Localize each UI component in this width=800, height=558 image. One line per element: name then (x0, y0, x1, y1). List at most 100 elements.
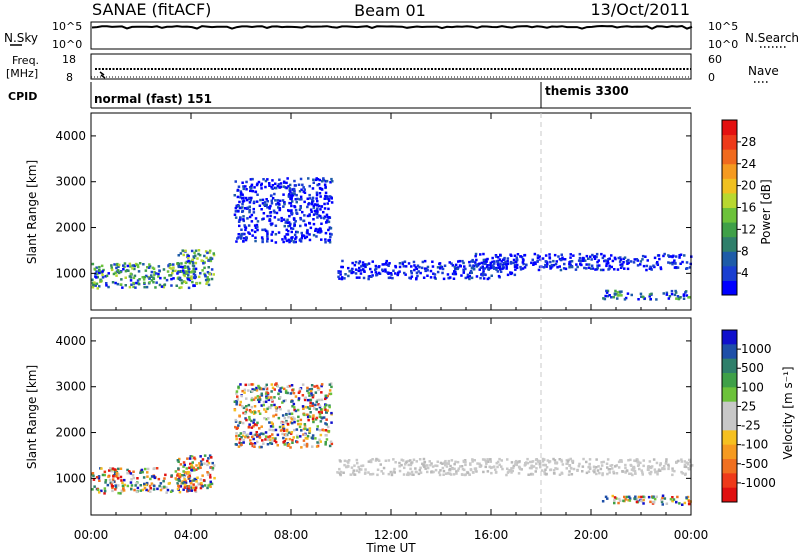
echo-cell (474, 467, 478, 470)
echo-cell (597, 465, 600, 468)
echo-cell (296, 197, 299, 201)
echo-cell (496, 460, 500, 464)
echo-cell (202, 479, 206, 482)
echo-cell (328, 195, 332, 198)
echo-cell (678, 256, 681, 259)
echo-cell (475, 263, 479, 267)
echo-cell (318, 398, 321, 402)
echo-cell (285, 233, 288, 236)
echo-cell (316, 398, 319, 402)
echo-cell (241, 181, 244, 184)
echo-cell (148, 276, 151, 280)
echo-cell (255, 423, 258, 427)
echo-cell (494, 468, 497, 471)
echo-cell (259, 445, 262, 449)
echo-cell (348, 270, 351, 273)
echo-cell (190, 469, 194, 472)
echo-cell (620, 290, 623, 293)
echo-cell (253, 445, 256, 448)
echo-cell (607, 268, 610, 271)
echo-cell (473, 459, 476, 462)
echo-cell (409, 459, 412, 462)
echo-cell (659, 266, 662, 269)
echo-cell (538, 265, 542, 269)
echo-cell (319, 408, 323, 411)
echo-cell (492, 465, 496, 468)
echo-cell (480, 273, 483, 276)
echo-cell (258, 386, 261, 389)
time-xlabel: Time UT (365, 541, 416, 554)
echo-cell (387, 472, 391, 476)
echo-cell (116, 262, 119, 266)
echo-cell (242, 196, 245, 200)
echo-cell (414, 467, 417, 470)
echo-cell (455, 472, 458, 475)
echo-cell (258, 436, 262, 439)
echo-cell (287, 229, 290, 233)
echo-cell (286, 385, 289, 388)
echo-cell (627, 498, 630, 502)
echo-cell (198, 464, 202, 467)
echo-cell (468, 275, 471, 278)
echo-cell (251, 234, 254, 237)
echo-cell (91, 472, 95, 475)
echo-cell (205, 256, 208, 260)
echo-cell (548, 253, 551, 256)
echo-cell (674, 255, 678, 258)
echo-cell (245, 180, 248, 184)
echo-cell (266, 206, 269, 209)
echo-cell (381, 268, 384, 271)
echo-cell (131, 264, 135, 267)
echo-cell (552, 469, 556, 472)
echo-cell (661, 467, 664, 470)
echo-cell (185, 472, 188, 476)
echo-cell (180, 286, 183, 289)
echo-cell (124, 269, 128, 273)
echo-cell (630, 468, 634, 471)
echo-cell (535, 462, 538, 465)
echo-cell (283, 235, 287, 238)
echo-cell (251, 383, 255, 386)
colorbar-swatch (722, 178, 737, 194)
echo-cell (132, 281, 135, 285)
echo-cell (653, 497, 657, 501)
echo-cell (641, 471, 644, 474)
echo-cell (585, 267, 588, 270)
echo-cell (326, 219, 329, 222)
echo-cell (201, 474, 204, 477)
echo-cell (540, 469, 544, 472)
echo-cell (494, 471, 498, 474)
colorbar-swatch (722, 134, 737, 150)
echo-cell (409, 467, 412, 471)
echo-cell (256, 228, 259, 232)
echo-cell (661, 503, 664, 506)
echo-cell (308, 394, 311, 397)
echo-cell (314, 391, 318, 394)
echo-cell (187, 485, 191, 488)
echo-cell (381, 263, 384, 266)
echo-cell (605, 262, 608, 265)
echo-cell (339, 473, 342, 476)
echo-cell (169, 263, 172, 266)
echo-cell (673, 469, 676, 473)
echo-cell (277, 231, 281, 234)
echo-cell (506, 262, 510, 266)
echo-cell (241, 206, 244, 209)
echo-cell (479, 253, 482, 256)
echo-cell (650, 470, 653, 474)
echo-cell (501, 467, 504, 471)
echo-cell (311, 395, 315, 399)
echo-cell (324, 241, 327, 244)
echo-cell (204, 278, 208, 282)
x-tick-label: 12:00 (374, 528, 409, 542)
echo-cell (642, 464, 645, 468)
echo-cell (100, 489, 103, 493)
echo-cell (288, 183, 292, 187)
echo-cell (324, 194, 327, 198)
echo-cell (470, 271, 473, 274)
echo-cell (209, 256, 212, 260)
echo-cell (453, 272, 456, 276)
echo-cell (414, 266, 418, 269)
echo-cell (269, 214, 272, 218)
echo-cell (191, 258, 194, 261)
